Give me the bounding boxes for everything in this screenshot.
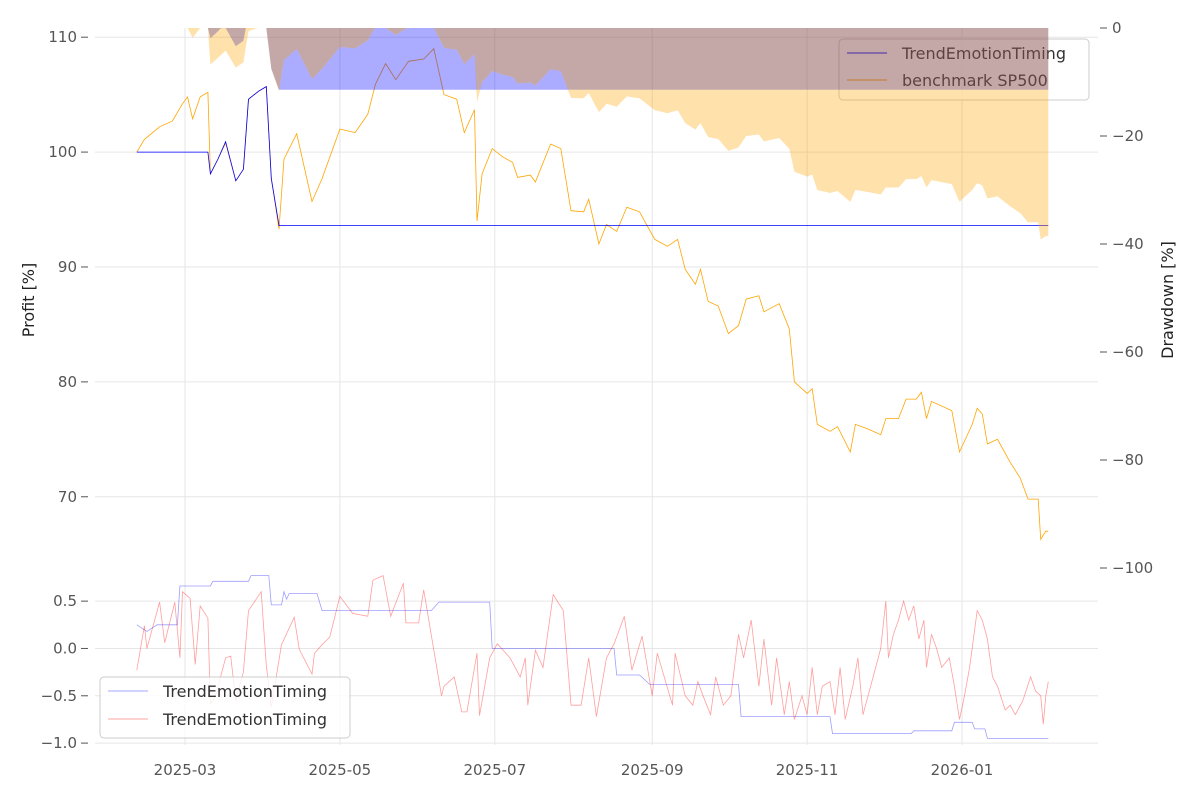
y-tick-label: 90 (58, 258, 77, 276)
strategy-line (136, 85, 1049, 227)
y-axis-label-drawdown: Drawdown [%] (1158, 241, 1177, 359)
y-axis-label-profit: Profit [%] (19, 263, 38, 338)
legend-bottom: TrendEmotionTiming TrendEmotionTiming (99, 676, 351, 739)
x-tick-label: 2025-11 (776, 761, 839, 779)
legend-label-blue: TrendEmotionTiming (162, 682, 327, 701)
y-tick-label-bottom: −0.5 (41, 687, 77, 705)
benchmark-drawdown-area (136, 28, 1049, 240)
strategy-drawdown-area (136, 28, 1049, 90)
y-right-tick-label: −100 (1112, 559, 1153, 577)
y-tick-label-bottom: −1.0 (41, 734, 77, 752)
indicator-blue-line (136, 575, 1049, 739)
y-right-tick-label: 0 (1112, 19, 1122, 37)
y-tick-label: 70 (58, 488, 77, 506)
indicator-lines (136, 575, 1049, 739)
indicator-red-line (136, 575, 1049, 725)
y-right-tick-label: −20 (1112, 127, 1144, 145)
legend-label-red: TrendEmotionTiming (162, 710, 327, 729)
axis-ticks: 2025-03 2025-05 2025-07 2025-09 2025-11 2026-… (41, 19, 1154, 779)
x-tick-label: 2025-09 (621, 761, 684, 779)
overlap-drawdown-area (136, 28, 1049, 90)
x-tick-label: 2025-05 (309, 761, 372, 779)
y-right-tick-label: −40 (1112, 235, 1144, 253)
drawdown-fills (136, 28, 1049, 240)
profit-lines (136, 47, 1049, 541)
y-tick-label-bottom: 0.0 (53, 639, 77, 657)
y-right-tick-label: −80 (1112, 451, 1144, 469)
y-tick-label: 80 (58, 373, 77, 391)
x-tick-label: 2025-03 (154, 761, 217, 779)
grid (95, 28, 1098, 745)
y-right-tick-label: −60 (1112, 343, 1144, 361)
x-tick-label: 2025-07 (463, 761, 526, 779)
y-tick-label: 110 (48, 28, 77, 46)
x-tick-label: 2026-01 (931, 761, 994, 779)
y-tick-label: 100 (48, 143, 77, 161)
y-tick-label-bottom: 0.5 (53, 592, 77, 610)
